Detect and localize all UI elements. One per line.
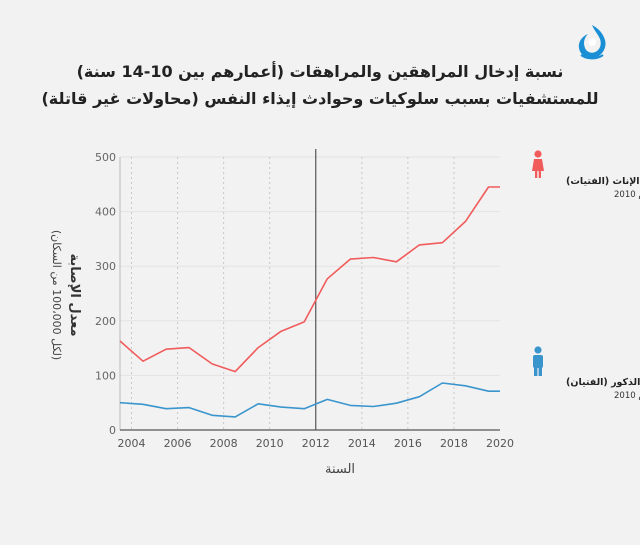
- y-tick-label: 200: [95, 315, 116, 328]
- y-tick-label: 0: [109, 424, 116, 437]
- chart-axes: [119, 149, 500, 431]
- x-tick-label: 2018: [440, 437, 468, 450]
- x-tick-label: 2004: [118, 437, 146, 450]
- female-person-icon: [532, 150, 544, 178]
- legend-label-female: الإناث (الفتيات): [566, 176, 640, 187]
- chart-series: [119, 186, 500, 418]
- male-person-icon: [533, 346, 543, 376]
- x-tick-label: 2008: [210, 437, 238, 450]
- chart-title-line-2: للمستشفيات بسبب سلوكيات وحوادث إيذاء الن…: [41, 89, 599, 108]
- x-tick-label: 2014: [348, 437, 376, 450]
- x-axis-label: السنة: [325, 462, 355, 477]
- y-axis-label-line-2: (لكل 100،000 من السكان): [50, 230, 63, 360]
- x-tick-label: 2020: [486, 437, 514, 450]
- x-tick-label: 2006: [164, 437, 192, 450]
- y-tick-label: 400: [95, 206, 116, 219]
- series-line-female: [119, 186, 500, 373]
- x-tick-label: 2010: [256, 437, 284, 450]
- legend-note-male: زيادة بنسبة 48٪ منذعام 2010: [614, 391, 640, 401]
- x-tick-label: 2012: [302, 437, 330, 450]
- y-tick-label: 100: [95, 369, 116, 382]
- series-line-male: [119, 382, 500, 418]
- legend-label-male: الذكور (الفتيان): [566, 377, 640, 388]
- y-axis-label-line-1: معدل الإصابة: [67, 253, 82, 336]
- legend-note-female: زيادة بنسبة 188٪ منذعام 2010: [614, 190, 640, 200]
- chart-title-line-1: نسبة إدخال المراهقين والمراهقات (أعمارهم…: [76, 62, 564, 81]
- chart-legend: الإناث (الفتيات) زيادة بنسبة 188٪ منذعام …: [532, 150, 640, 401]
- chart-title: نسبة إدخال المراهقين والمراهقات (أعمارهم…: [0, 58, 640, 112]
- chart-tick-labels: 0 100 200 300 400 500 2004 2006 2008 2010 2012 2014…: [95, 151, 514, 450]
- x-tick-label: 2016: [394, 437, 422, 450]
- al-jazeera-logo-icon: [578, 25, 606, 60]
- y-tick-label: 500: [95, 151, 116, 164]
- y-tick-label: 300: [95, 260, 116, 273]
- chart-grid: [120, 156, 500, 430]
